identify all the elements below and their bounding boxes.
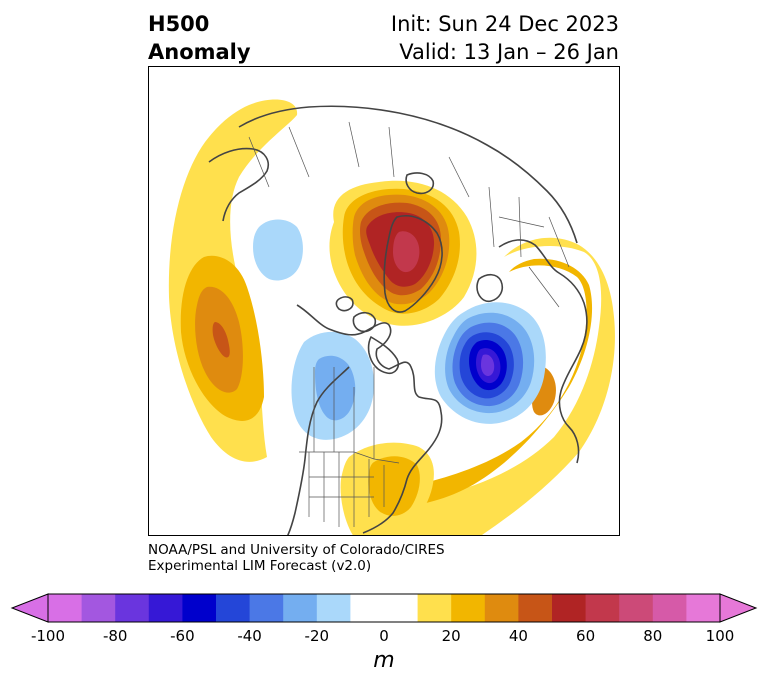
colorbar-segment — [148, 594, 183, 622]
colorbar-segment — [81, 594, 116, 622]
colorbar-segment — [350, 594, 385, 622]
colorbar — [10, 593, 758, 623]
colorbar-under-arrow — [10, 593, 49, 623]
arctic-high-contour-60 — [393, 231, 420, 273]
valid-period: Valid: 13 Jan – 26 Jan — [399, 40, 619, 64]
credit-line-1: NOAA/PSL and University of Colorado/CIRE… — [148, 542, 445, 558]
canada-trough-contour-20 — [315, 355, 356, 421]
colorbar-segments — [48, 594, 721, 622]
colorbar-segment — [216, 594, 251, 622]
colorbar-segment — [552, 594, 587, 622]
greenland-coastline — [383, 215, 443, 313]
colorbar-segment — [652, 594, 687, 622]
political-borders — [248, 121, 570, 527]
pacific-ridge-contour-40 — [212, 322, 230, 358]
arctic-islands — [335, 172, 435, 333]
colorbar-segment — [518, 594, 553, 622]
colorbar-segment — [417, 594, 452, 622]
anomaly-map — [148, 66, 620, 536]
colorbar-segment — [48, 594, 83, 622]
colorbar-outline — [47, 593, 721, 623]
colorbar-segment — [384, 594, 419, 622]
title-line-2: Anomaly — [148, 40, 251, 64]
credit-text: NOAA/PSL and University of Colorado/CIRE… — [148, 542, 445, 574]
europe-asia-borders — [248, 121, 570, 308]
title-line-1: H500 — [148, 12, 210, 36]
colorbar-tick-label: 80 — [643, 627, 663, 645]
credit-line-2: Experimental LIM Forecast (v2.0) — [148, 558, 372, 574]
forecast-dates: Init: Sun 24 Dec 2023 Valid: 13 Jan – 26… — [391, 10, 619, 66]
coastlines — [208, 105, 588, 535]
colorbar-tick-label: 20 — [441, 627, 461, 645]
colorbar-tick-label: -60 — [170, 627, 195, 645]
map-canvas — [168, 99, 615, 535]
siberia-trough-contour-10 — [253, 219, 303, 281]
colorbar-segment — [115, 594, 150, 622]
colorbar-segment — [451, 594, 486, 622]
colorbar-segment — [316, 594, 351, 622]
colorbar-tick-label: 100 — [705, 627, 735, 645]
colorbar-segment — [585, 594, 620, 622]
colorbar-tick-label: -40 — [237, 627, 262, 645]
colorbar-segment — [283, 594, 318, 622]
colorbar-unit-label: m — [373, 648, 395, 673]
colorbar-tick-label: 40 — [508, 627, 528, 645]
colorbar-tick-label: -20 — [304, 627, 330, 645]
europe-coastline — [476, 239, 588, 464]
init-date: Init: Sun 24 Dec 2023 — [390, 12, 619, 36]
colorbar-tick-label: -100 — [30, 627, 66, 645]
colorbar-tick-label: 60 — [576, 627, 596, 645]
canada-province-borders — [313, 367, 375, 459]
se-us-ridge-contour-20 — [368, 456, 420, 516]
europe-ridge-contour-10 — [369, 237, 615, 535]
colorbar-segment — [249, 594, 284, 622]
colorbar-tick-label: -80 — [102, 627, 128, 645]
colorbar-tick-label: 0 — [379, 627, 389, 645]
hudson-bay-coastline — [367, 336, 400, 375]
colorbar-segment — [619, 594, 654, 622]
chart-title: H500 Anomaly — [148, 10, 251, 66]
us-state-borders — [308, 452, 385, 527]
colorbar-segment — [182, 594, 217, 622]
us-canada-border — [299, 451, 400, 464]
colorbar-segment — [484, 594, 519, 622]
atlantic-trough-contour-70 — [481, 354, 495, 376]
colorbar-over-arrow — [719, 593, 758, 623]
asia-coastline — [208, 105, 578, 244]
colorbar-segment — [686, 594, 721, 622]
